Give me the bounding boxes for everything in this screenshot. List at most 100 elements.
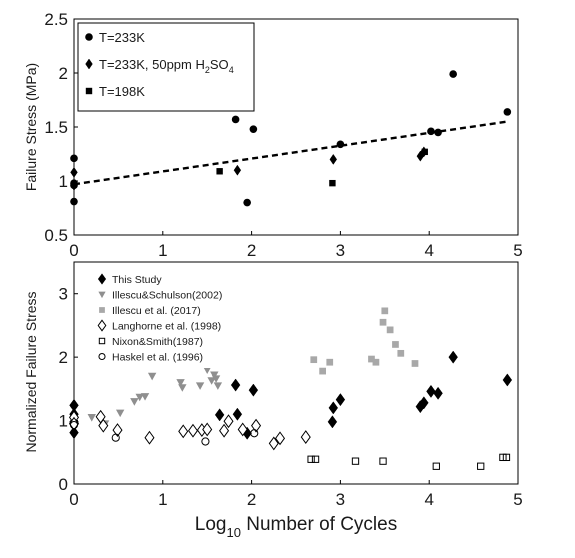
series-4 [307, 453, 511, 470]
data-point [448, 350, 458, 364]
data-point [219, 423, 230, 438]
data-point [411, 360, 419, 367]
data-point [251, 418, 262, 433]
data-point [207, 377, 216, 385]
data-point [327, 415, 338, 429]
data-point [381, 307, 389, 315]
data-point [87, 414, 96, 422]
legend-label-part: T=233K [99, 30, 145, 45]
x-tick-label: 5 [513, 241, 522, 260]
data-point [210, 371, 219, 380]
data-point [201, 437, 210, 446]
x-axis-label-main: Log [195, 514, 227, 535]
data-point [248, 383, 259, 397]
data-point [368, 355, 375, 363]
bottom-y-axis-label: Normalized Failure Stress [23, 291, 39, 452]
data-point [372, 358, 380, 366]
legend-marker [97, 273, 107, 285]
data-point [421, 148, 428, 156]
data-point [274, 431, 286, 446]
legend-marker [85, 33, 93, 41]
bottom-data-points [68, 307, 513, 470]
y-tick-label: 0.5 [44, 226, 68, 245]
x-tick-label: 3 [336, 241, 345, 260]
top-legend-box [77, 22, 255, 112]
top-data-points [70, 70, 512, 207]
legend-marker [97, 319, 107, 332]
y-tick-label: 1 [59, 172, 68, 191]
legend-marker [85, 87, 93, 95]
legend-label: Langhorne et al. (1998) [112, 321, 221, 333]
data-point [427, 127, 435, 136]
y-tick-label: 2 [59, 348, 68, 367]
series-1 [70, 146, 428, 191]
y-tick-label: 0 [59, 475, 68, 494]
data-point [70, 166, 78, 178]
data-point [231, 115, 240, 124]
top-legend: T=233K T=233K, 50ppm H2SO4 T=198K [77, 22, 255, 112]
data-point [112, 423, 123, 438]
data-point [178, 424, 189, 439]
legend-marker [85, 58, 93, 70]
bottom-y-ticks: 0 1 2 3 [59, 285, 78, 494]
data-point [111, 433, 120, 442]
data-point [68, 416, 80, 431]
x-tick-label: 1 [158, 490, 167, 509]
x-tick-label: 2 [247, 490, 256, 509]
data-point [250, 429, 259, 438]
bottom-legend-items: This Study Illescu&Schulson(2002) Illescu … [97, 273, 222, 364]
data-point [319, 367, 326, 375]
data-point [140, 393, 150, 401]
legend-label: Haskel et al. (1996) [112, 352, 203, 364]
data-point [195, 382, 205, 390]
data-point [329, 179, 336, 187]
bottom-panel: 0 1 2 3 4 5 0 1 2 3 Normalized Failure Stress Lo… [23, 261, 523, 540]
y-tick-label: 2.5 [44, 10, 68, 29]
legend-label-part: T=198K [99, 84, 145, 99]
bottom-legend: This Study Illescu&Schulson(2002) Illescu … [90, 268, 254, 368]
data-point [98, 418, 109, 433]
legend-marker [98, 352, 106, 361]
data-point [477, 462, 485, 470]
data-point [434, 128, 442, 137]
data-point [268, 436, 279, 451]
data-point [237, 422, 248, 437]
data-point [335, 393, 346, 407]
data-point [426, 384, 436, 398]
top-legend-items: T=233K T=233K, 50ppm H2SO4 T=198K [85, 30, 234, 99]
legend-marker [99, 307, 105, 313]
bottom-x-ticks: 0 1 2 3 4 5 [69, 480, 523, 509]
data-point [223, 414, 234, 429]
data-point [135, 393, 144, 402]
series-0 [69, 350, 513, 440]
data-point [69, 420, 79, 430]
bottom-x-axis-label: Log10 Number of Cycles [195, 514, 397, 540]
legend-label: Nixon&Smith(1987) [112, 336, 203, 348]
data-point [70, 179, 78, 191]
data-point [178, 384, 187, 392]
x-axis-label-rest: Number of Cycles [241, 514, 397, 535]
x-tick-label: 5 [513, 490, 522, 509]
legend-label-part: SO [210, 57, 229, 72]
data-point [503, 108, 512, 116]
series-5 [69, 420, 259, 446]
top-trendline [73, 120, 508, 186]
y-tick-label: 2 [59, 64, 68, 83]
x-tick-label: 4 [424, 490, 433, 509]
bottom-legend-box [90, 268, 254, 368]
data-point [379, 318, 387, 326]
data-point [214, 408, 225, 422]
data-point [311, 455, 320, 463]
legend-label: T=233K, 50ppm H2SO4 [99, 57, 234, 75]
data-point [233, 164, 242, 176]
series-1 [87, 366, 223, 428]
data-point [328, 401, 339, 415]
legend-label-part: T=233K, 50ppm H [99, 57, 205, 72]
data-point [336, 140, 345, 149]
data-point [432, 462, 440, 470]
legend-label-subscript: 4 [229, 65, 234, 75]
top-y-ticks: 0.5 1 1.5 2 2.5 [44, 10, 78, 245]
x-axis-label-subscript: 10 [226, 525, 240, 540]
